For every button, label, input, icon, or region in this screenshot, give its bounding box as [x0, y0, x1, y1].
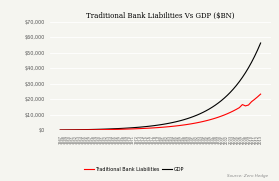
- Traditional Bank Liabilities: [259, 93, 262, 95]
- Line: Traditional Bank Liabilities: Traditional Bank Liabilities: [60, 94, 261, 130]
- Traditional Bank Liabilities: [247, 104, 250, 106]
- GDP: [89, 128, 92, 131]
- GDP: [247, 67, 250, 69]
- Line: GDP: GDP: [60, 43, 261, 130]
- GDP: [104, 128, 107, 130]
- Traditional Bank Liabilities: [141, 127, 144, 130]
- Traditional Bank Liabilities: [89, 129, 92, 131]
- Title: Traditional Bank Liabilities Vs GDP ($BN): Traditional Bank Liabilities Vs GDP ($BN…: [86, 12, 235, 20]
- Legend: Traditional Bank Liabilities, GDP: Traditional Bank Liabilities, GDP: [82, 165, 186, 174]
- GDP: [210, 106, 214, 108]
- GDP: [150, 125, 153, 127]
- GDP: [141, 126, 144, 128]
- GDP: [259, 42, 262, 44]
- Traditional Bank Liabilities: [59, 129, 62, 131]
- Text: Source: Zero Hedge: Source: Zero Hedge: [227, 174, 268, 178]
- Traditional Bank Liabilities: [210, 118, 214, 120]
- Traditional Bank Liabilities: [104, 129, 107, 131]
- Traditional Bank Liabilities: [150, 127, 153, 129]
- GDP: [59, 129, 62, 131]
